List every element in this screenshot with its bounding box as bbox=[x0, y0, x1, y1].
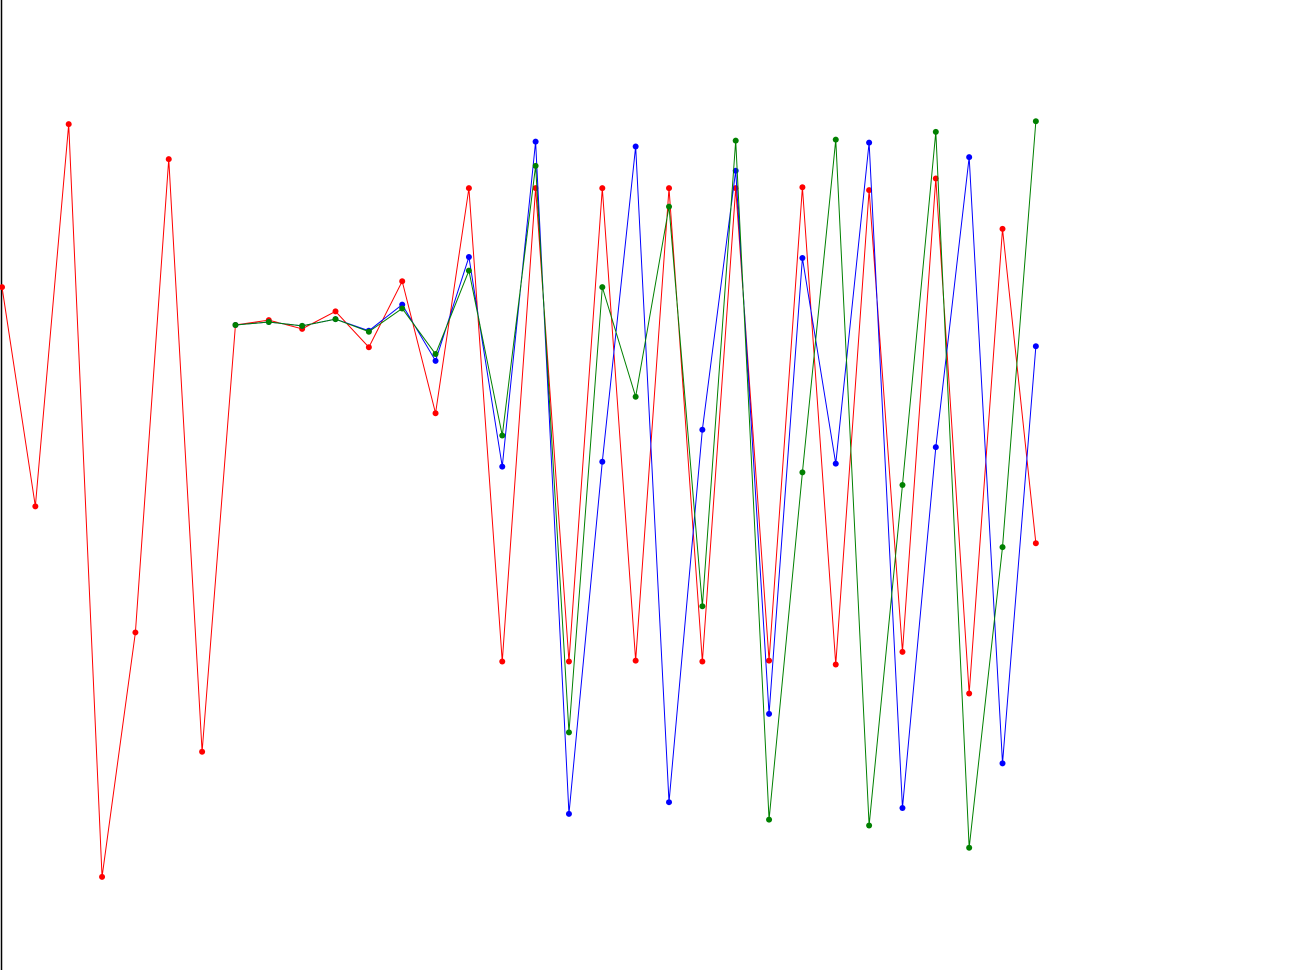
series-2-point bbox=[599, 284, 606, 291]
series-0-point bbox=[0, 284, 5, 291]
series-1-point bbox=[966, 154, 973, 161]
series-0-point bbox=[666, 185, 673, 192]
series-0-point bbox=[766, 657, 773, 664]
series-0-point bbox=[365, 344, 372, 351]
series-1-point bbox=[766, 710, 773, 717]
series-2-point bbox=[766, 816, 773, 823]
series-1-point bbox=[599, 458, 606, 465]
series-1-point bbox=[699, 426, 706, 433]
series-1-point bbox=[465, 254, 472, 261]
series-1-point bbox=[799, 255, 806, 262]
series-1-point bbox=[499, 463, 506, 470]
series-0-point bbox=[599, 185, 606, 192]
series-0-point bbox=[999, 225, 1006, 232]
series-2-point bbox=[632, 393, 639, 400]
series-0-point bbox=[165, 156, 172, 163]
series-0-point bbox=[465, 185, 472, 192]
series-0-point bbox=[65, 121, 72, 128]
series-1-point bbox=[532, 138, 539, 145]
series-2-point bbox=[1032, 118, 1039, 125]
series-0-point bbox=[1032, 540, 1039, 547]
series-1-point bbox=[932, 444, 939, 451]
series-0-point bbox=[966, 690, 973, 697]
series-2-point bbox=[565, 729, 572, 736]
series-2-point bbox=[232, 321, 239, 328]
series-0-point bbox=[799, 184, 806, 191]
series-2-point bbox=[432, 351, 439, 358]
series-1-point bbox=[999, 760, 1006, 767]
series-2-point bbox=[265, 319, 272, 326]
series-1-point bbox=[632, 143, 639, 150]
series-2-point bbox=[499, 432, 506, 439]
series-0-point bbox=[99, 873, 106, 880]
series-2-point bbox=[299, 322, 306, 329]
series-0-point bbox=[832, 661, 839, 668]
series-0-point bbox=[632, 657, 639, 664]
series-2-line bbox=[235, 121, 1037, 848]
series-1-point bbox=[832, 460, 839, 467]
series-2-point bbox=[666, 203, 673, 210]
series-2-point bbox=[365, 328, 372, 335]
series-2-point bbox=[999, 544, 1006, 551]
series-2-point bbox=[899, 482, 906, 488]
series-1-point bbox=[866, 139, 873, 146]
series-0-point bbox=[199, 748, 206, 755]
series-0-point bbox=[499, 658, 506, 665]
series-0-point bbox=[565, 658, 572, 665]
series-2-point bbox=[465, 267, 472, 274]
series-0-point bbox=[899, 648, 906, 655]
series-2-point bbox=[399, 305, 406, 312]
series-0-point bbox=[399, 278, 406, 285]
series-0-point bbox=[32, 503, 39, 510]
series-0-point bbox=[866, 187, 873, 194]
series-2-point bbox=[866, 822, 873, 829]
series-0-line bbox=[1, 124, 1037, 877]
series-0-point bbox=[699, 658, 706, 665]
series-2-point bbox=[966, 844, 973, 851]
series-1-point bbox=[565, 810, 572, 817]
series-1-point bbox=[899, 805, 906, 812]
series-2-point bbox=[532, 162, 539, 169]
series-2-point bbox=[699, 603, 706, 610]
series-0-point bbox=[932, 175, 939, 182]
series-1-point bbox=[666, 799, 673, 806]
series-0-point bbox=[332, 308, 339, 315]
series-1-point bbox=[432, 357, 439, 364]
series-1-point bbox=[1032, 343, 1039, 350]
series-0-point bbox=[132, 629, 139, 636]
series-0-point bbox=[432, 410, 439, 417]
series-2-point bbox=[732, 137, 739, 144]
series-2-point bbox=[832, 136, 839, 143]
series-2-point bbox=[332, 316, 339, 323]
series-2-point bbox=[799, 469, 806, 476]
series-2-point bbox=[932, 128, 939, 135]
series-1-line bbox=[235, 141, 1037, 814]
